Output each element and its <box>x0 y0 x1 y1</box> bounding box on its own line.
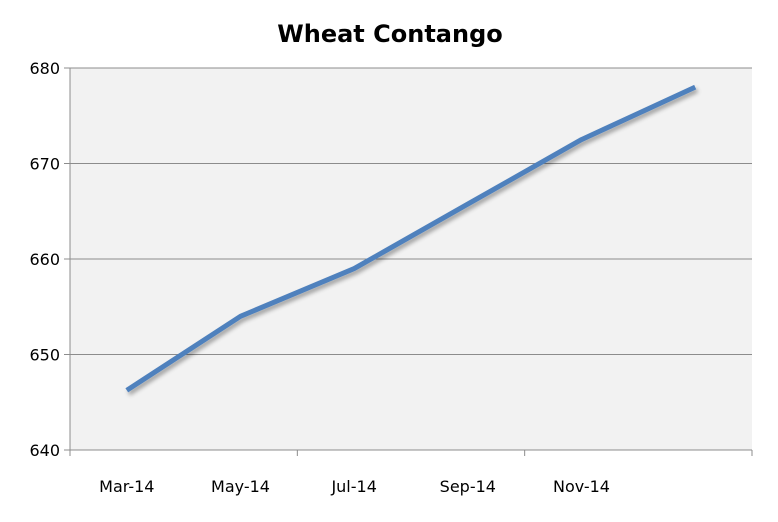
series-line <box>125 84 697 393</box>
series-layer <box>124 84 698 393</box>
axes <box>69 68 753 456</box>
x-tick-label: Mar-14 <box>99 477 154 496</box>
x-tick-label: Jul-14 <box>330 477 376 496</box>
y-tick-label: 680 <box>29 59 60 78</box>
x-tick-labels: Mar-14 May-14 Jul-14 Sep-14 Nov-14 <box>99 477 610 496</box>
y-tick-labels: 640 650 660 670 680 <box>29 59 60 460</box>
data-point <box>465 202 470 207</box>
chart-title: Wheat Contango <box>277 20 502 48</box>
y-tick-label: 640 <box>29 441 60 460</box>
data-point <box>352 266 357 271</box>
x-tick-label: Sep-14 <box>440 477 496 496</box>
data-point <box>693 85 698 90</box>
y-tick-label: 660 <box>29 250 60 269</box>
x-tick-label: May-14 <box>211 477 270 496</box>
data-point <box>238 314 243 319</box>
y-tick-label: 650 <box>29 346 60 365</box>
data-point <box>579 137 584 142</box>
data-point <box>124 388 129 393</box>
x-tick-label: Nov-14 <box>553 477 610 496</box>
y-tick-label: 670 <box>29 155 60 174</box>
